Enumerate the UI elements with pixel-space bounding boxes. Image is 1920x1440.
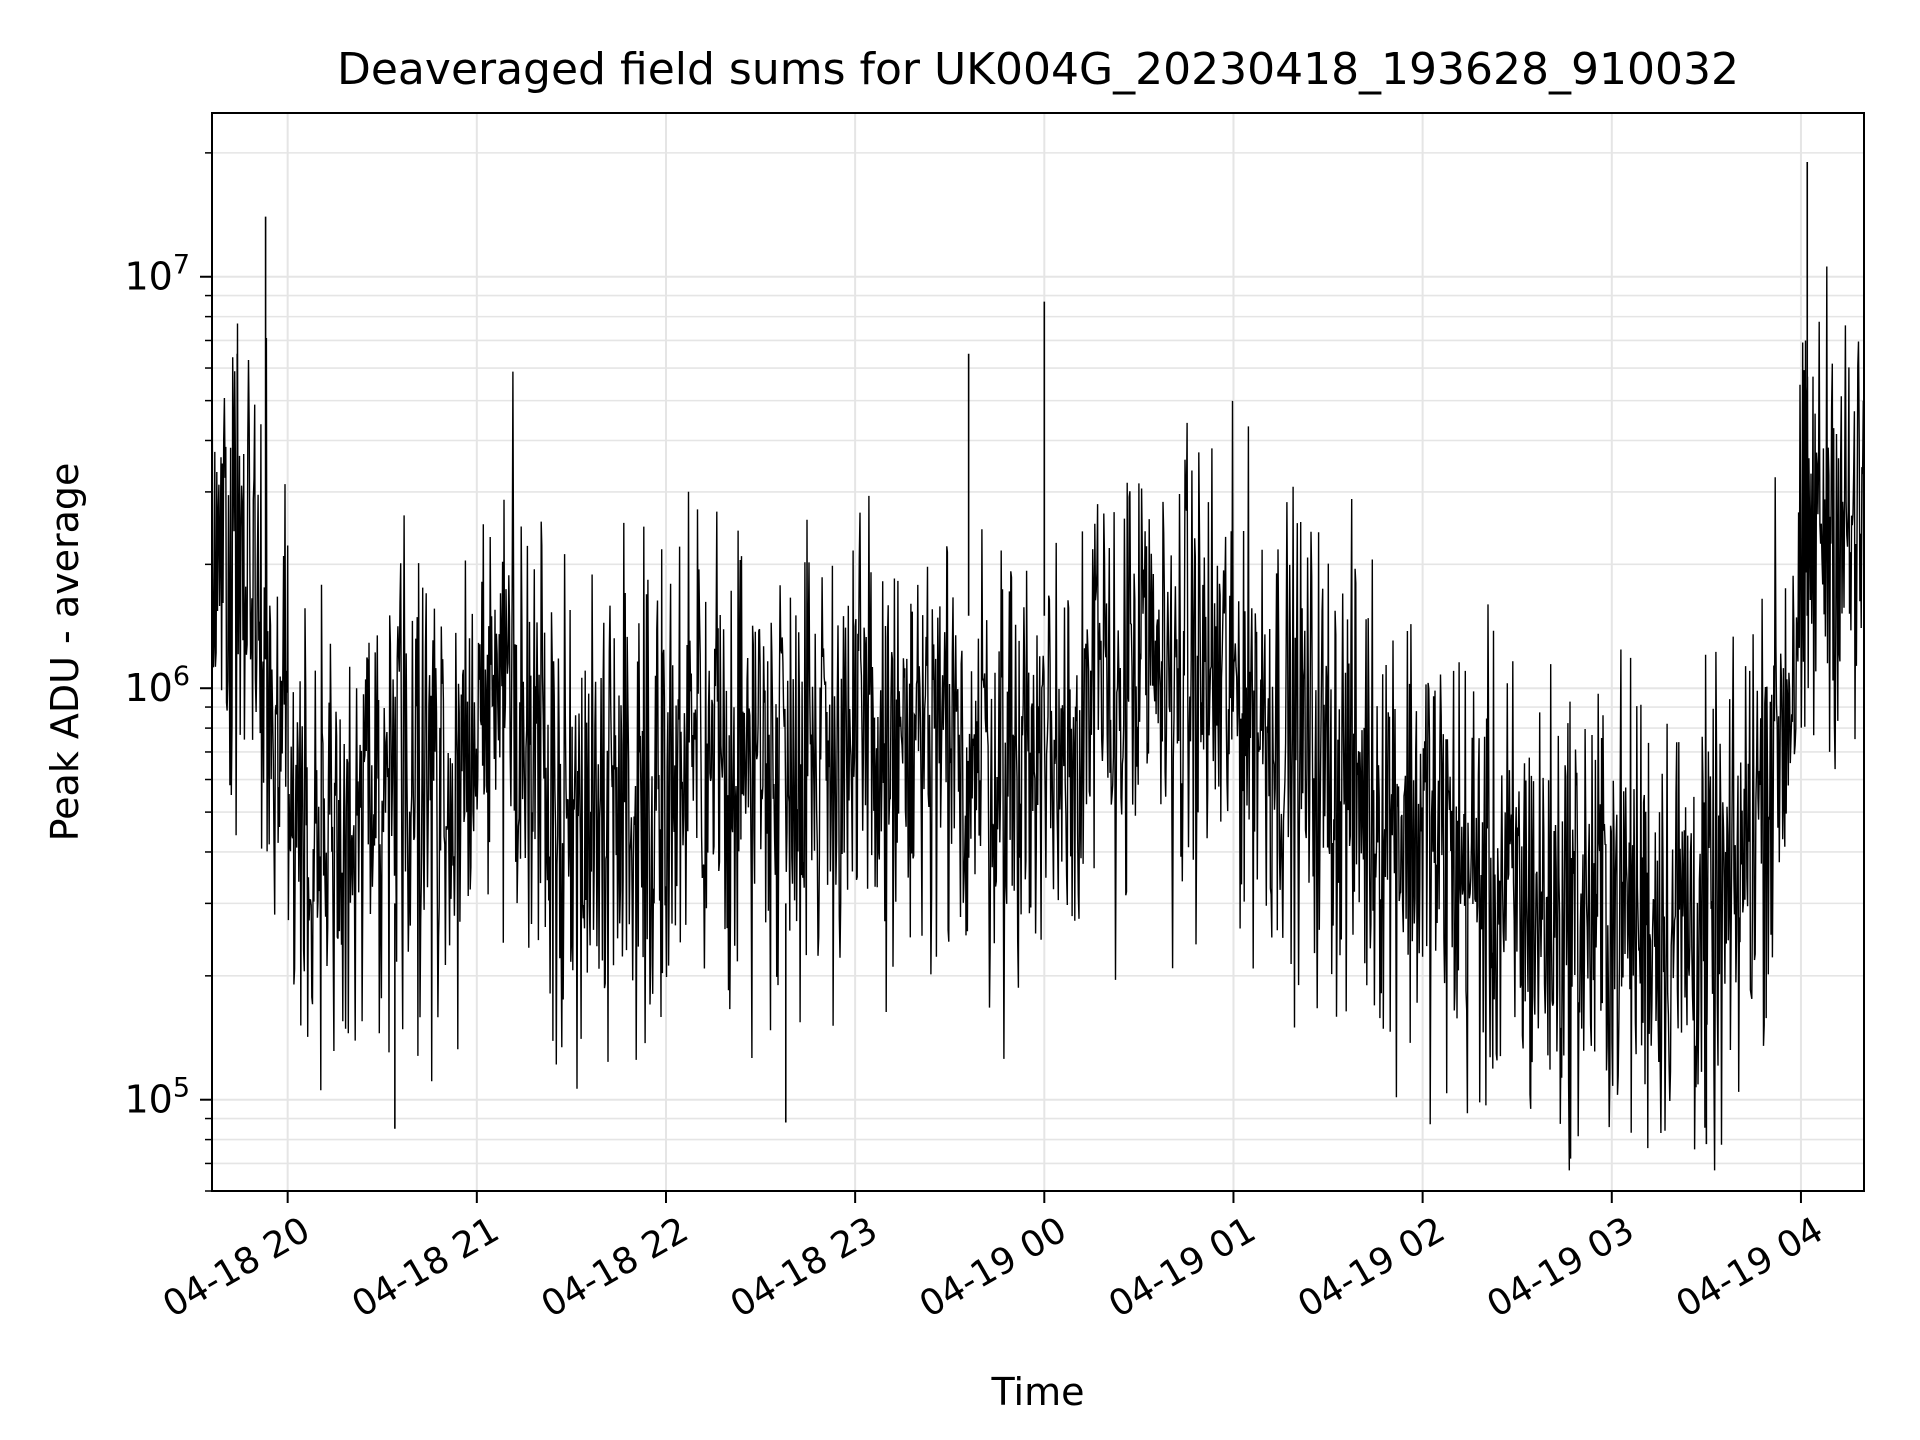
y-tick-label: 105 bbox=[124, 1073, 190, 1122]
y-axis: 105 106 107 bbox=[124, 152, 212, 1192]
y-axis-label: Peak ADU - average bbox=[43, 463, 87, 842]
plot-frame bbox=[211, 112, 1865, 1192]
y-tick-label: 107 bbox=[124, 250, 190, 299]
chart-title: Deaveraged field sums for UK004G_2023041… bbox=[337, 44, 1739, 95]
data-line bbox=[211, 266, 1865, 1171]
plot-line-group bbox=[211, 162, 1865, 1171]
y-tick-label: 106 bbox=[124, 661, 190, 710]
x-axis-label: Time bbox=[991, 1370, 1085, 1414]
